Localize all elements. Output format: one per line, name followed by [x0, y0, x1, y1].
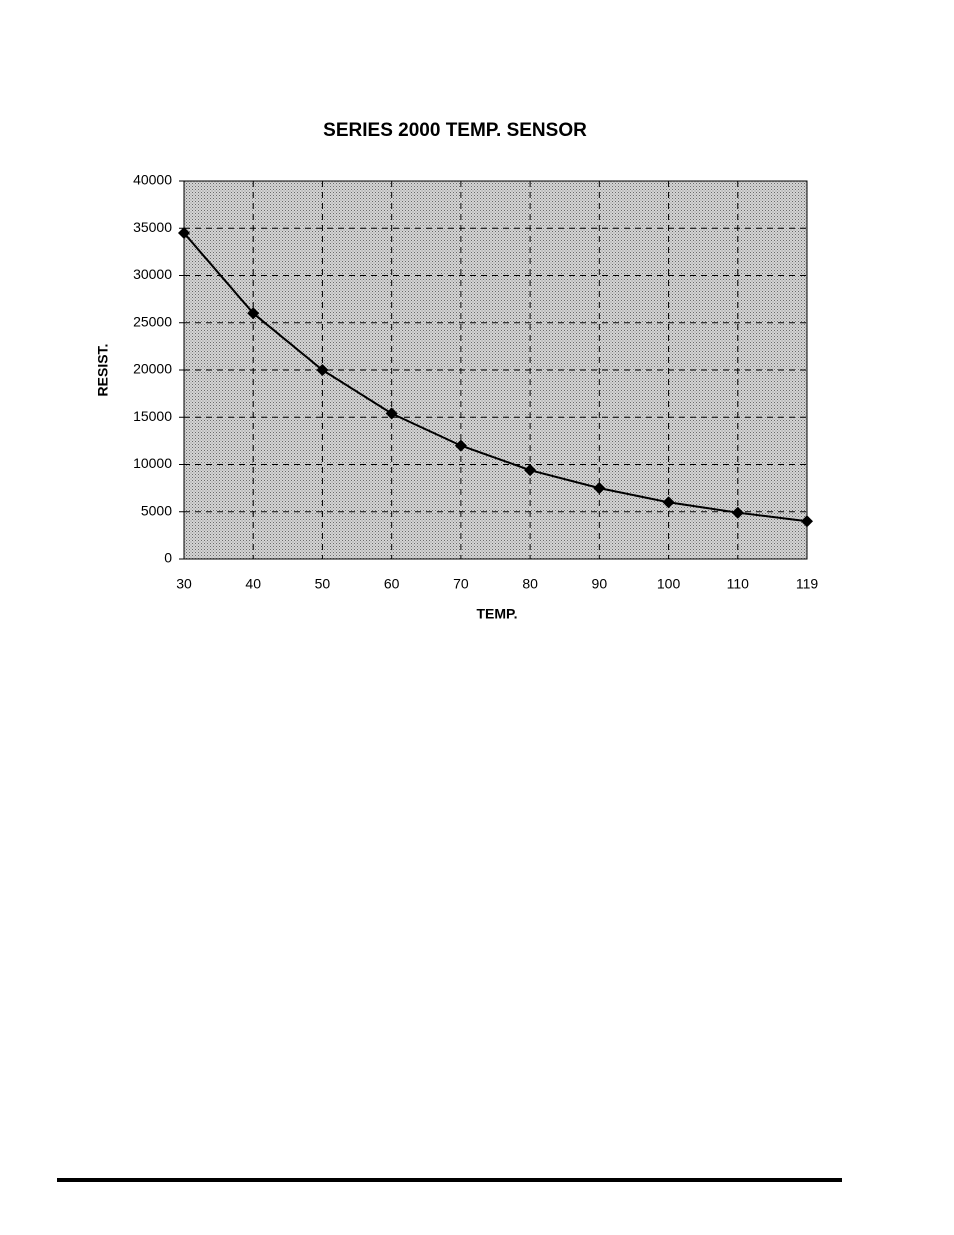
y-tick-label: 40000: [133, 172, 172, 188]
y-axis-label: RESIST.: [95, 344, 111, 397]
x-tick-label: 100: [657, 576, 681, 592]
marker: [524, 464, 537, 477]
y-tick-label: 15000: [133, 408, 172, 424]
y-tick-label: 10000: [133, 455, 172, 471]
page-rule: [57, 1178, 842, 1182]
x-tick-label: 60: [384, 576, 400, 592]
x-tick-label: 70: [453, 576, 469, 592]
x-axis-label: TEMP.: [477, 606, 518, 622]
y-tick-label: 5000: [141, 502, 172, 518]
marker: [662, 496, 675, 509]
y-tick-label: 30000: [133, 266, 172, 282]
marker: [316, 364, 329, 376]
x-tick-label: 80: [522, 576, 538, 592]
y-tick-label: 35000: [133, 219, 172, 235]
marker: [731, 506, 744, 519]
y-tick-label: 0: [164, 550, 172, 566]
x-tick-label: 30: [176, 576, 192, 592]
chart-title: SERIES 2000 TEMP. SENSOR: [323, 120, 587, 141]
y-tick-label: 20000: [133, 361, 172, 377]
marker: [593, 482, 606, 495]
x-tick-label: 40: [245, 576, 261, 592]
marker: [454, 439, 467, 452]
marker: [801, 515, 813, 528]
line: [183, 232, 808, 523]
x-tick-label: 50: [315, 576, 331, 592]
marker: [178, 226, 190, 239]
marker: [247, 307, 260, 320]
y-tick-label: 25000: [133, 313, 172, 329]
x-tick-label: 119: [796, 576, 819, 592]
marker: [385, 407, 398, 420]
x-tick-label: 90: [592, 576, 608, 592]
x-tick-label: 110: [727, 576, 750, 592]
